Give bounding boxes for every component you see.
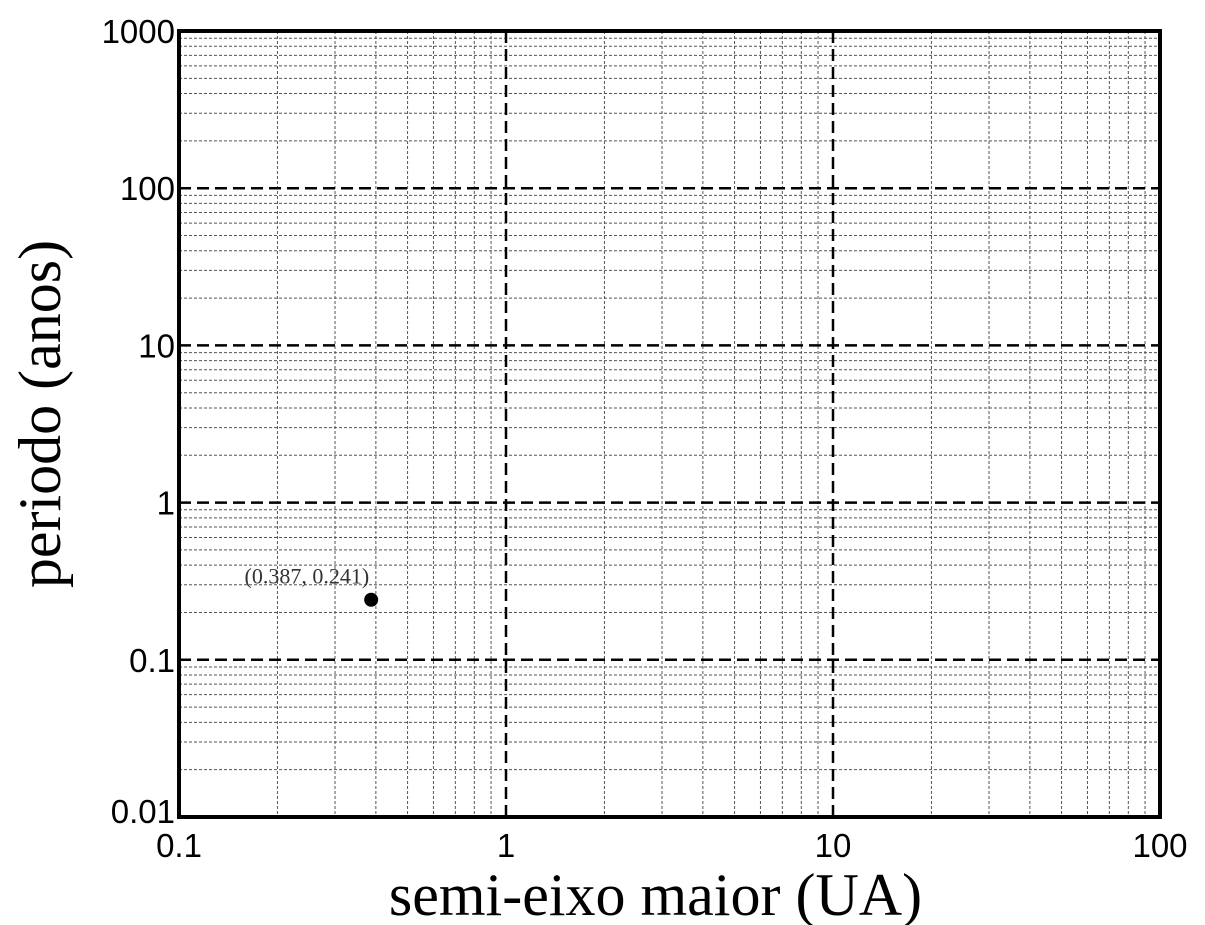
x-tick-label: 10: [815, 827, 852, 864]
plot-frame: [177, 29, 1162, 819]
y-tick-label: 0.1: [129, 642, 175, 679]
data-points: (0.387, 0.241): [245, 564, 379, 607]
y-tick-label: 0.01: [111, 793, 175, 830]
grid-layer: [179, 31, 1160, 817]
x-tick-label: 100: [1132, 827, 1187, 864]
data-point: [364, 592, 379, 607]
y-tick-label: 1: [157, 485, 175, 522]
y-axis-title: periodo (anos): [7, 240, 73, 588]
y-tick-label: 100: [120, 170, 175, 207]
x-tick-label: 0.1: [156, 827, 202, 864]
plot-border: [177, 29, 1162, 819]
x-axis-title: semi-eixo maior (UA): [389, 862, 922, 925]
y-tick-label: 1000: [102, 13, 175, 50]
y-tick-label: 10: [138, 327, 175, 364]
data-point-label: (0.387, 0.241): [245, 564, 370, 589]
x-tick-label: 1: [497, 827, 515, 864]
